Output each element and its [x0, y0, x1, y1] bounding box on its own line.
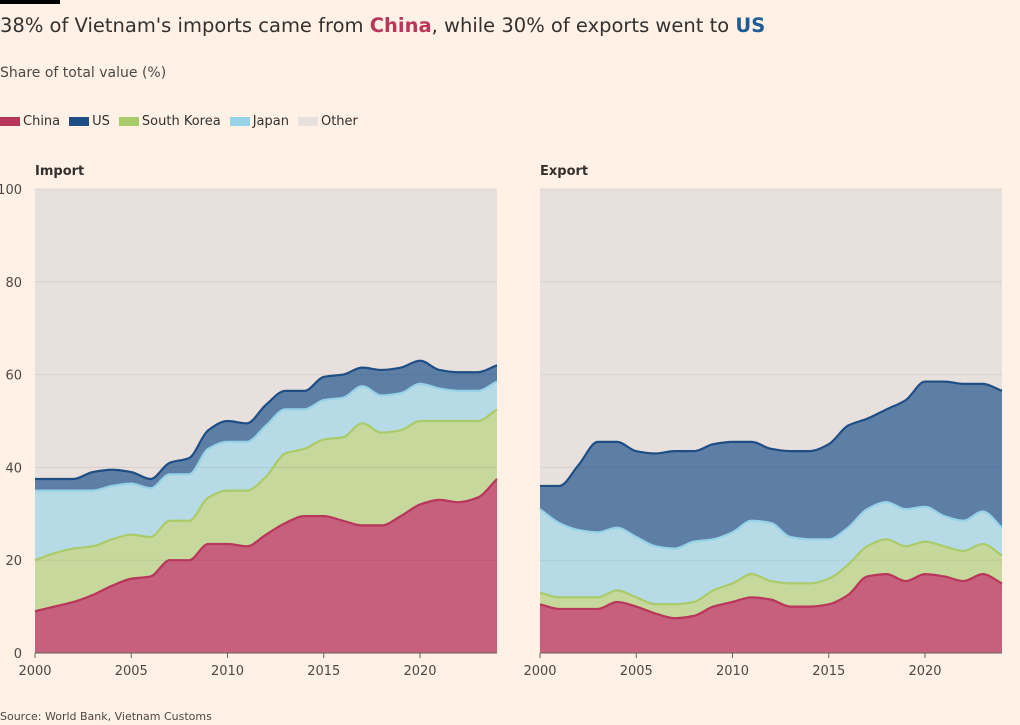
area-import-japan	[35, 381, 497, 561]
legend-label-us: US	[92, 114, 110, 129]
panel-title-import: Import	[35, 164, 84, 179]
line-export-china	[539, 573, 1003, 620]
legend-item-south-korea: South Korea	[118, 114, 221, 129]
xtick-label-export-2020: 2020	[908, 664, 941, 679]
ytick-label-40: 40	[5, 461, 22, 476]
title-us: US	[735, 14, 766, 37]
panel-export: Export 2000 2005 2010 2015 2020	[523, 164, 1003, 679]
chart-subtitle: Share of total value (%)	[0, 65, 167, 81]
ytick-label-100: 100	[0, 183, 22, 198]
legend-item-japan: Japan	[229, 114, 289, 129]
panel-import: Import 0 20 40 60 80 100 2000 2005 2010 2015 2020	[0, 164, 498, 679]
legend-swatch-japan	[229, 117, 250, 126]
legend-item-us: US	[69, 114, 110, 129]
legend-item-other: Other	[297, 114, 358, 129]
xtick-label-export-2015: 2015	[812, 664, 845, 679]
legend-swatch-other	[297, 117, 318, 126]
legend-label-other: Other	[320, 114, 358, 129]
xtick-label-export-2000: 2000	[523, 664, 556, 679]
source-note: Source: World Bank, Vietnam Customs	[0, 710, 212, 723]
line-export-japan	[539, 501, 1003, 550]
xtick-label-import-2010: 2010	[211, 664, 244, 679]
area-import-other	[35, 189, 497, 479]
xtick-label-import-2005: 2005	[115, 664, 148, 679]
area-import-south-korea	[35, 409, 497, 612]
legend-label-china: China	[23, 114, 61, 129]
line-import-us	[34, 359, 498, 481]
title-text-part1: 38% of Vietnam's imports came from	[0, 14, 370, 37]
line-import-china	[34, 478, 498, 613]
title-china: China	[369, 14, 432, 37]
title-text-part2: , while 30% of exports went to	[431, 14, 736, 37]
line-import-japan	[35, 380, 498, 492]
area-import-china	[35, 479, 497, 653]
area-export-china	[540, 574, 1002, 653]
ytick-label-60: 60	[5, 369, 22, 384]
xtick-label-import-2000: 2000	[18, 664, 51, 679]
xtick-label-import-2020: 2020	[403, 664, 436, 679]
chart-title: 38% of Vietnam's imports came from China…	[0, 14, 765, 37]
area-export-south-korea	[540, 539, 1002, 619]
legend-swatch-china	[0, 117, 20, 126]
xtick-label-export-2010: 2010	[716, 664, 749, 679]
panel-title-export: Export	[540, 164, 588, 179]
area-export-japan	[540, 502, 1002, 605]
legend-swatch-us	[69, 117, 90, 126]
area-export-other	[540, 189, 1002, 486]
ytick-label-0: 0	[14, 647, 22, 662]
xtick-label-import-2015: 2015	[307, 664, 340, 679]
ytick-label-80: 80	[5, 276, 22, 291]
line-export-south-korea	[539, 538, 1003, 606]
line-import-south-korea	[34, 408, 498, 562]
area-export-us	[540, 381, 1002, 549]
legend-label-south-korea: South Korea	[141, 114, 221, 129]
legend-label-japan: Japan	[252, 114, 289, 129]
ft-top-bar	[0, 0, 60, 4]
ytick-label-20: 20	[5, 554, 22, 569]
xtick-label-export-2005: 2005	[620, 664, 653, 679]
legend-swatch-south-korea	[118, 117, 139, 126]
legend: China US South Korea Japan Other	[0, 114, 367, 129]
legend-item-china: China	[0, 114, 60, 129]
line-export-us	[539, 380, 1003, 488]
